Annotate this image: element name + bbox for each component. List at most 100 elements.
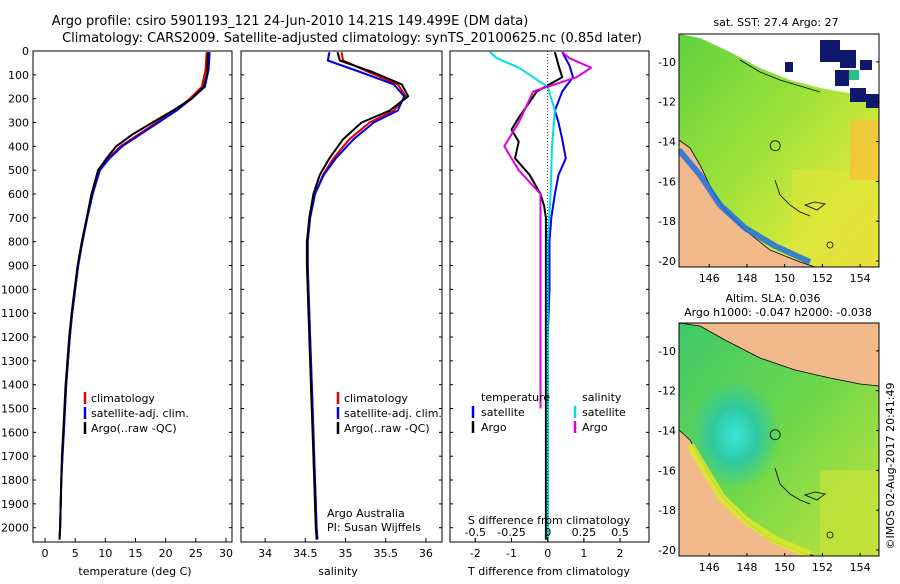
- imos-timestamp: ©IMOS 02-Aug-2017 20:41:49: [884, 383, 897, 550]
- x-tick-label: 35: [339, 547, 353, 560]
- sla-map-title-line2: Argo h1000: -0.047 h2000: -0.038: [684, 306, 872, 319]
- legend-argo: Argo(..raw -QC): [344, 422, 430, 435]
- depth-tick-label: 1600: [1, 426, 29, 439]
- x-tick-label: 15: [129, 547, 143, 560]
- x-tick-label: 20: [159, 547, 173, 560]
- sst-cloud-cell: [820, 40, 840, 62]
- series-line-climatology: [58, 52, 208, 540]
- legend-climatology: climatology: [344, 392, 408, 405]
- map-y-tick-label: -16: [658, 464, 676, 477]
- figure-title-line2: Climatology: CARS2009. Satellite-adjuste…: [62, 31, 642, 46]
- temperature-legend: climatology satellite-adj. clim. Argo(..…: [83, 392, 189, 435]
- map-y-tick-label: -16: [658, 175, 676, 188]
- map-y-tick-label: -18: [658, 504, 676, 517]
- sla-high-patch: [820, 470, 879, 556]
- sst-cloud-cell: [835, 70, 849, 86]
- figure-title-line1: Argo profile: csiro 5901193_121 24-Jun-2…: [52, 14, 529, 29]
- sla-map-frame: [678, 322, 880, 557]
- map-y-tick-label: -12: [658, 96, 676, 109]
- sla-map-axes: 146 148 150 152 154 -10 -12 -14 -16 -18 -20: [658, 345, 879, 574]
- s-difference-axis-label: S difference from climatology: [468, 514, 631, 527]
- reef-outline: [803, 201, 826, 211]
- legend-s-argo: Argo: [582, 421, 608, 434]
- legend-climatology: climatology: [91, 392, 155, 405]
- map-y-tick-label: -18: [658, 215, 676, 228]
- argo-location-marker: [769, 429, 781, 441]
- depth-tick-label: 1300: [1, 355, 29, 368]
- depth-tick-label: 700: [8, 212, 29, 225]
- legend-salinity-heading: salinity: [582, 391, 622, 404]
- difference-panel-frame: [449, 50, 650, 543]
- map-x-tick-label: 150: [774, 561, 795, 574]
- difference-series: [489, 51, 593, 540]
- depth-tick-label: 1900: [1, 498, 29, 511]
- map-y-tick-label: -10: [658, 345, 676, 358]
- x2-tick-label: -0.5: [465, 526, 486, 539]
- map-x-tick-label: 146: [699, 272, 720, 285]
- x2-tick-label: 0: [544, 526, 551, 539]
- depth-tick-label: 500: [8, 164, 29, 177]
- depth-tick-label: 1400: [1, 379, 29, 392]
- depth-tick-label: 1500: [1, 403, 29, 416]
- sst-cloud-cell: [849, 70, 859, 80]
- depth-tick-label: 100: [8, 69, 29, 82]
- reef-outline: [826, 241, 834, 249]
- x-tick-label: 1: [580, 547, 587, 560]
- x-tick-label: 5: [72, 547, 79, 560]
- temperature-panel-frame: [32, 50, 233, 543]
- sla-map-title-line1: Altim. SLA: 0.036: [725, 292, 820, 305]
- reef-outline: [803, 491, 826, 501]
- x2-tick-label: -0.25: [497, 526, 525, 539]
- series-line-climatology: [306, 52, 407, 540]
- sst-cloud-cell: [840, 50, 856, 68]
- series-line-s-satellite: [489, 51, 556, 540]
- png-land: [679, 323, 879, 387]
- map-y-tick-label: -20: [658, 255, 676, 268]
- x-tick-label: 10: [98, 547, 112, 560]
- sst-warm-patch: [850, 120, 879, 180]
- map-x-tick-label: 154: [850, 561, 871, 574]
- temperature-series: [58, 52, 211, 540]
- x-tick-label: 2: [617, 547, 624, 560]
- series-line-t-argo: [510, 51, 564, 540]
- map-y-tick-label: -14: [658, 136, 676, 149]
- depth-tick-label: 300: [8, 117, 29, 130]
- legend-t-argo: Argo: [481, 421, 507, 434]
- legend-temperature-heading: temperature: [481, 391, 550, 404]
- salinity-series: [305, 51, 410, 540]
- x-tick-label: 35.5: [373, 547, 398, 560]
- sst-cloud-cell: [866, 94, 879, 108]
- temperature-axis-label: temperature (deg C): [78, 565, 191, 578]
- depth-tick-label: 1800: [1, 474, 29, 487]
- x-tick-label: 0: [42, 547, 49, 560]
- argo-location-marker: [769, 140, 781, 152]
- sst-map-title: sat. SST: 27.4 Argo: 27: [713, 16, 838, 29]
- depth-tick-label: 600: [8, 188, 29, 201]
- sst-map: sat. SST: 27.4 Argo: 27 146 14: [658, 16, 880, 285]
- map-x-tick-label: 152: [812, 561, 833, 574]
- series-line-argo-raw-qc-: [305, 51, 410, 540]
- x-axes: 0 5 10 15 20 25 30 34 34.5 35 35.5 36 -2 -1 0 1 2 -0.5 -0.…: [33, 50, 649, 560]
- legend-s-satellite: satellite: [582, 406, 626, 419]
- map-x-tick-label: 150: [774, 272, 795, 285]
- legend-satellite: satellite-adj. clim.: [344, 407, 442, 420]
- salinity-axis-label: salinity: [318, 565, 358, 578]
- series-line-satellite-adj-clim-: [306, 52, 406, 540]
- sst-map-frame: [678, 33, 880, 268]
- sla-eddy: [690, 380, 780, 490]
- depth-tick-label: 800: [8, 236, 29, 249]
- depth-tick-label: 400: [8, 140, 29, 153]
- x-tick-label: 0: [544, 547, 551, 560]
- x-tick-label: -1: [506, 547, 517, 560]
- annotation-argo-australia: Argo Australia: [327, 507, 405, 520]
- salinity-panel-frame: [240, 50, 443, 543]
- depth-tick-label: 200: [8, 93, 29, 106]
- legend-t-satellite: satellite: [481, 406, 525, 419]
- salinity-legend: climatology satellite-adj. clim. Argo(..…: [327, 392, 442, 534]
- depth-axis: 0 100 200 300 400 500 600 700 800 900 1000 1100 1200…: [1, 45, 29, 535]
- depth-tick-label: 900: [8, 260, 29, 273]
- depth-tick-label: 1700: [1, 450, 29, 463]
- sst-warm-patch: [792, 170, 879, 267]
- map-x-tick-label: 148: [736, 561, 757, 574]
